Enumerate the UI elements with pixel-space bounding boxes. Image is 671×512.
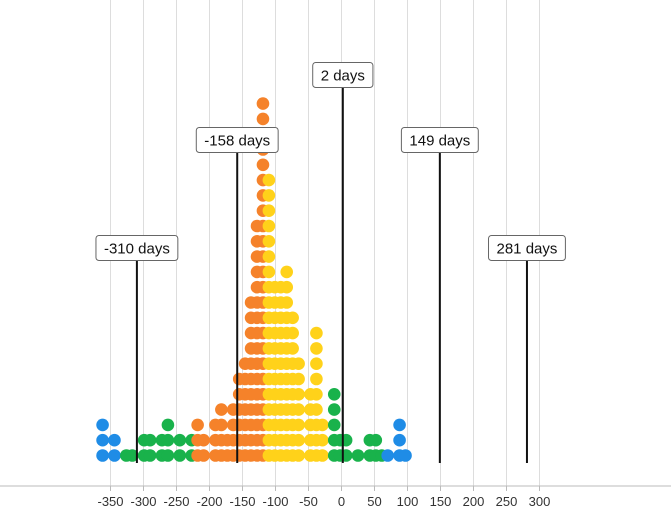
x-tick-label: -100 [262,494,288,509]
data-dot [262,250,276,263]
data-dot [292,403,305,416]
data-dot [286,342,299,355]
x-tick-label: 150 [430,494,452,509]
day-marker: -310 days [95,235,179,463]
data-dot [161,433,175,447]
data-dot [316,449,329,462]
data-dot [280,265,294,279]
data-dot [108,433,121,447]
data-dot [143,449,157,462]
x-tick-label: 100 [397,494,419,509]
data-dot [310,326,323,340]
data-dot [292,433,305,447]
marker-callout-box [195,127,279,153]
x-tick-label: -300 [130,494,156,509]
data-dot [96,418,109,432]
data-dot [262,265,276,279]
x-tick-label: 200 [463,494,485,509]
dots [96,97,412,462]
data-dot [286,326,299,340]
x-tick-label: 0 [338,494,345,509]
data-dot [191,418,204,432]
data-dot [262,219,276,233]
x-tick-label: -50 [299,494,318,509]
day-marker: -158 days [195,127,279,463]
data-dot [381,449,395,462]
data-dot [108,449,121,462]
x-tick-label: -250 [163,494,189,509]
marker-label: -158 days [204,133,270,150]
data-dot [327,388,341,401]
data-dot [197,433,210,447]
data-dot [339,433,353,447]
marker-callout-box [488,235,566,261]
data-dot [280,296,294,309]
marker-label: 2 days [321,68,365,85]
marker-label: 281 days [497,241,558,258]
data-dot [173,433,187,447]
marker-callout-box [95,235,179,261]
data-dot [125,449,139,462]
x-tick-label: 300 [529,494,551,509]
data-dot [161,418,175,432]
marker-callout-box [312,62,374,88]
data-dot [327,418,341,432]
data-dot [351,449,365,462]
data-dot [262,204,276,217]
day-marker: 2 days [312,62,374,463]
data-dot [262,189,276,202]
x-tick-label: 250 [496,494,518,509]
data-dot [96,433,109,447]
data-dot [316,433,329,447]
x-tick-label: -350 [97,494,123,509]
marker-label: -310 days [104,241,170,258]
data-dot [310,403,323,416]
x-tick-label: -150 [229,494,255,509]
data-dot [256,112,270,126]
data-dot [292,449,305,462]
data-dot [256,158,270,172]
data-dot [173,449,187,462]
data-dot [280,280,294,294]
data-dot [215,403,228,416]
data-dot [292,372,305,386]
data-dot [393,418,406,432]
marker-callout-box [400,127,479,153]
data-dot [262,235,276,248]
data-dot [310,357,323,371]
x-tick-label: 50 [367,494,381,509]
x-axis-tick-labels: -350 -300 -250 -200 -150 -100 -50 0 50 100 150 200 2… [97,486,550,509]
data-dot [215,418,228,432]
day-marker: 281 days [488,235,566,463]
day-marker: 149 days [400,127,479,463]
data-dot [310,342,323,355]
data-dot [393,433,406,447]
data-dot [327,403,341,416]
data-dot [310,372,323,386]
data-dot [399,449,412,462]
data-dot [262,173,276,187]
data-dot [369,433,383,447]
day-markers: -310 days -158 days 2 days 149 days 281 days [95,62,566,463]
data-dot [339,449,353,462]
data-dot [292,357,305,371]
x-tick-label: -200 [196,494,222,509]
data-dot [161,449,175,462]
data-dot [310,388,323,401]
data-dot [96,449,109,462]
data-dot [286,311,299,325]
data-dot [292,388,305,401]
marker-label: 149 days [409,133,470,150]
data-dot [197,449,210,462]
data-dot [292,418,305,432]
data-dot [256,97,270,110]
data-dot [316,418,329,432]
data-dot [143,433,157,447]
